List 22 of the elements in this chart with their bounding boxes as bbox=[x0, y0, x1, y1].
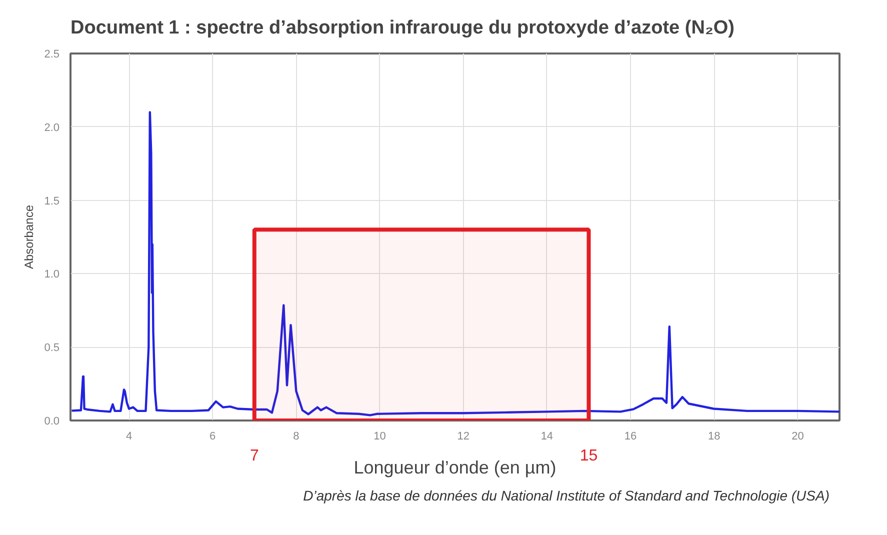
chart-title: Document 1 : spectre d’absorption infrarouge du protoxyde d’azote (N₂O) bbox=[70, 18, 734, 38]
y-tick-label: 2.0 bbox=[44, 122, 60, 134]
x-axis-title: Longueur d’onde (en µm) bbox=[354, 458, 556, 478]
x-tick-label: 20 bbox=[792, 430, 804, 442]
x-tick-label: 18 bbox=[708, 430, 720, 442]
line-series bbox=[70, 111, 840, 416]
y-tick-label: 0.0 bbox=[44, 416, 60, 428]
x-tick-label: 16 bbox=[624, 430, 637, 442]
y-tick-label: 1.5 bbox=[44, 195, 60, 208]
text: D’après la base de données du National Institute of Standard and Technologie (USA) bbox=[303, 488, 830, 504]
y-axis-title: Absorbance bbox=[22, 204, 36, 270]
x-tick-label: 10 bbox=[374, 430, 386, 442]
y-tick-label: 0.5 bbox=[44, 342, 60, 354]
x-tick-label: 14 bbox=[540, 430, 554, 442]
y-tick-label: 1.0 bbox=[44, 268, 60, 281]
text: 7 bbox=[250, 448, 259, 464]
x-tick-label: 4 bbox=[126, 430, 132, 442]
y-tick-label: 2.5 bbox=[44, 48, 60, 60]
x-tick-label: 6 bbox=[210, 430, 216, 442]
x-tick-label: 12 bbox=[457, 430, 470, 442]
text: 15 bbox=[580, 448, 598, 464]
x-tick-label: 8 bbox=[293, 430, 300, 442]
